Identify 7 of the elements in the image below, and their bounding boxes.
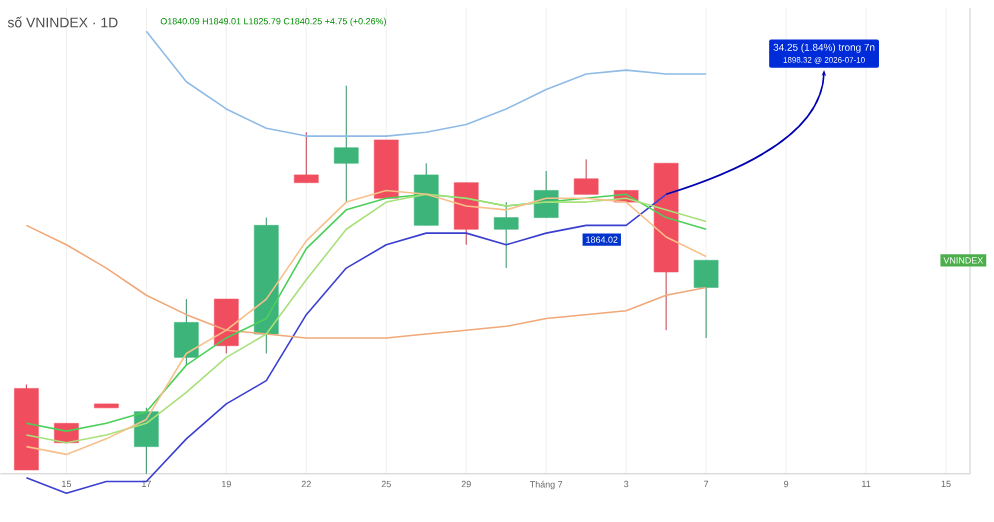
candlestick — [453, 182, 479, 246]
candlestick — [493, 201, 519, 269]
candlestick — [293, 131, 319, 184]
candlestick — [333, 85, 359, 203]
candlestick — [573, 158, 599, 195]
candlestick — [693, 259, 719, 339]
candlestick — [174, 298, 199, 366]
